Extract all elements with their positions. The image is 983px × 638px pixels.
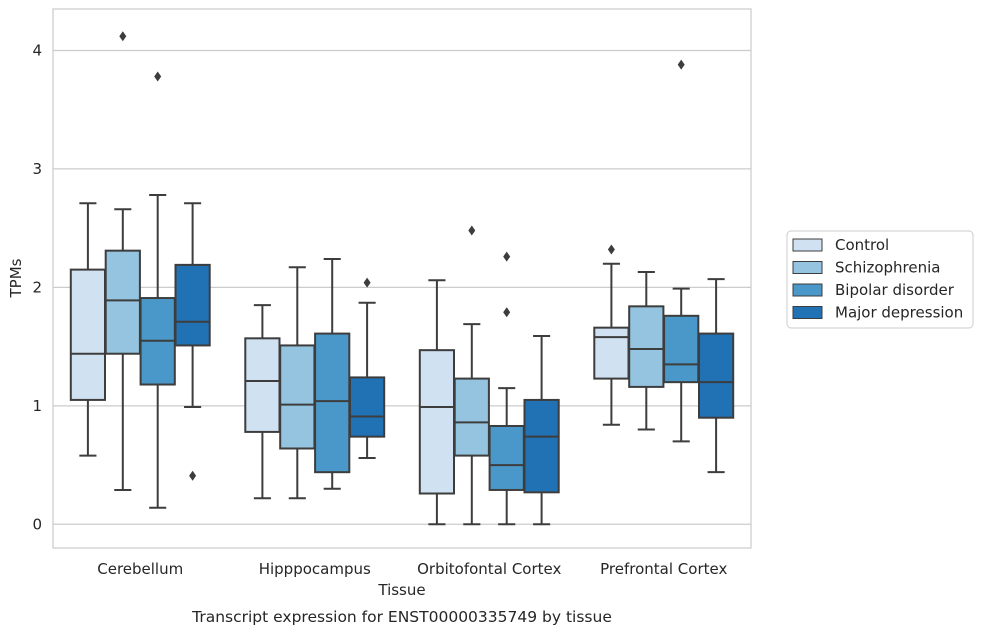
box [314,332,351,474]
legend-swatch [792,306,823,319]
outlier-point [154,71,162,82]
y-axis-label: TPMs [7,258,25,298]
box [697,332,735,419]
y-axis-ticks: 0 1 2 3 4 [32,41,42,533]
box [593,326,630,380]
box [453,377,490,457]
boxplot [593,244,630,426]
box [69,268,107,401]
legend-frame [786,230,974,329]
gridlines [53,49,751,525]
x-axis-label: Tissue [377,581,425,599]
y-tick-label: 3 [32,160,42,178]
legend-swatch [792,238,823,252]
box [279,344,316,450]
plot-area [52,8,752,549]
y-tick-label: 4 [32,41,42,59]
legend-swatch [792,261,823,274]
box [174,263,211,347]
outlier-point [503,251,511,262]
legend: Control Schizophrenia Bipolar disorder Majo… [786,230,974,329]
x-tick-label: Orbitofontal Cortex [417,560,561,578]
box [488,424,525,491]
boxplot [453,225,490,526]
boxplot [244,304,281,500]
outlier-point [363,277,371,288]
boxplot [663,59,700,443]
x-tick-label: Cerebellum [97,560,183,578]
outlier-point [607,244,615,255]
boxplot [174,202,211,481]
box [348,376,386,438]
box [628,305,665,388]
box [244,337,281,433]
outlier-point [119,31,127,42]
box [523,398,560,494]
y-tick-label: 1 [32,397,42,415]
x-tick-label: Prefrontal Cortex [600,560,727,578]
boxplot [348,277,386,459]
y-tick-label: 0 [32,515,42,533]
boxplot [139,71,176,509]
outlier-point [677,59,685,70]
legend-label: Bipolar disorder [835,281,955,299]
boxplot [418,279,456,526]
boxplot [523,334,560,526]
boxplot [279,266,316,500]
legend-label: Control [835,236,889,254]
x-tick-label: Hipppocampus [259,560,371,578]
x-axis-ticks: Cerebellum Hipppocampus Orbitofontal Corte… [97,560,727,578]
boxplot [314,257,351,490]
outlier-point [503,307,511,318]
boxplot [104,31,141,491]
outlier-point [468,225,476,236]
legend-swatch [792,283,823,297]
boxplots [69,31,735,526]
legend-label: Major depression [835,304,963,322]
box [418,349,456,495]
boxplot [697,278,735,474]
y-tick-label: 2 [32,278,42,296]
chart-caption: Transcript expression for ENST0000033574… [191,608,612,626]
legend-label: Schizophrenia [835,259,940,277]
outlier-point [189,470,197,481]
box [663,314,700,384]
boxplot [488,251,525,526]
boxplot [628,270,665,431]
box [104,249,141,355]
boxplot [69,202,107,457]
